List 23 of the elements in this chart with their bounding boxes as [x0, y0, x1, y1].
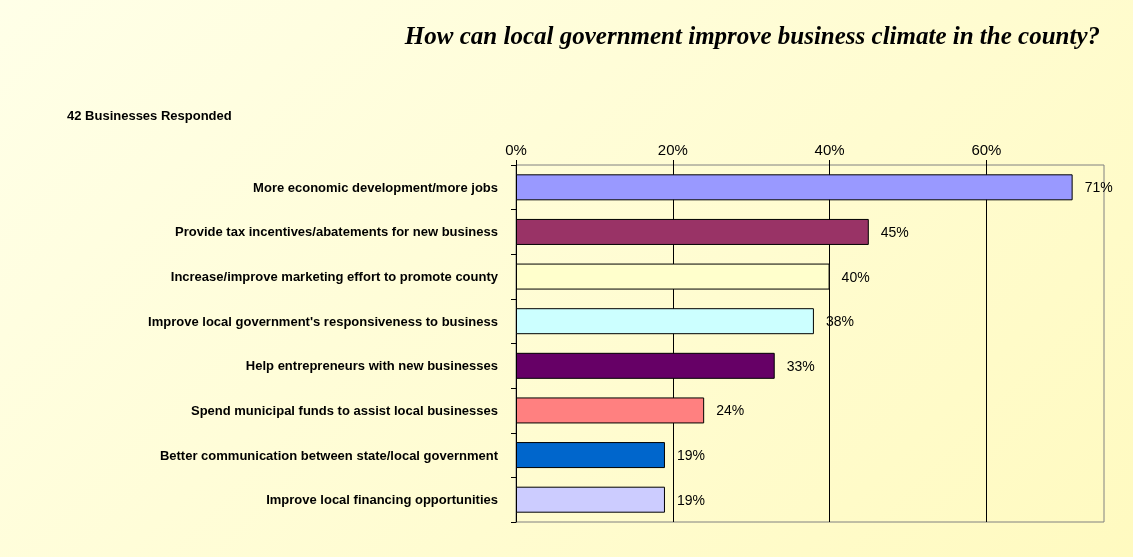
y-tick-label: Provide tax incentives/abatements for new business — [175, 224, 498, 240]
text: 42 Businesses Responded — [67, 108, 232, 123]
y-tick-label: Better communication between state/local government — [159, 447, 499, 463]
chart-title: How can local government improve business climate in the county? — [403, 22, 1101, 49]
y-tick-label: More economic development/more jobs — [253, 179, 498, 195]
y-tick-label: Spend municipal funds to assist local businesses — [190, 402, 498, 418]
bar — [516, 442, 665, 469]
x-tick-label: 0% — [505, 141, 527, 158]
data-label: 71% — [1084, 179, 1113, 196]
y-tick-label: Improve local government's responsiveness to business — [148, 313, 498, 329]
data-label: 45% — [880, 223, 909, 240]
x-tick-label: 60% — [971, 141, 1002, 158]
y-tick-label: Help entrepreneurs with new businesses — [245, 358, 498, 374]
y-tick-label: Improve local financing opportunities — [266, 492, 498, 508]
x-tick-label: 20% — [657, 141, 688, 158]
data-label: 33% — [786, 357, 815, 374]
y-tick-label: Increase/improve marketing effort to promote county — [170, 269, 499, 285]
data-label: 40% — [841, 268, 870, 285]
data-label: 24% — [716, 402, 745, 419]
bar — [516, 486, 665, 513]
x-tick-label: 40% — [814, 141, 845, 158]
data-label: 19% — [676, 447, 705, 464]
data-label: 19% — [676, 491, 705, 508]
